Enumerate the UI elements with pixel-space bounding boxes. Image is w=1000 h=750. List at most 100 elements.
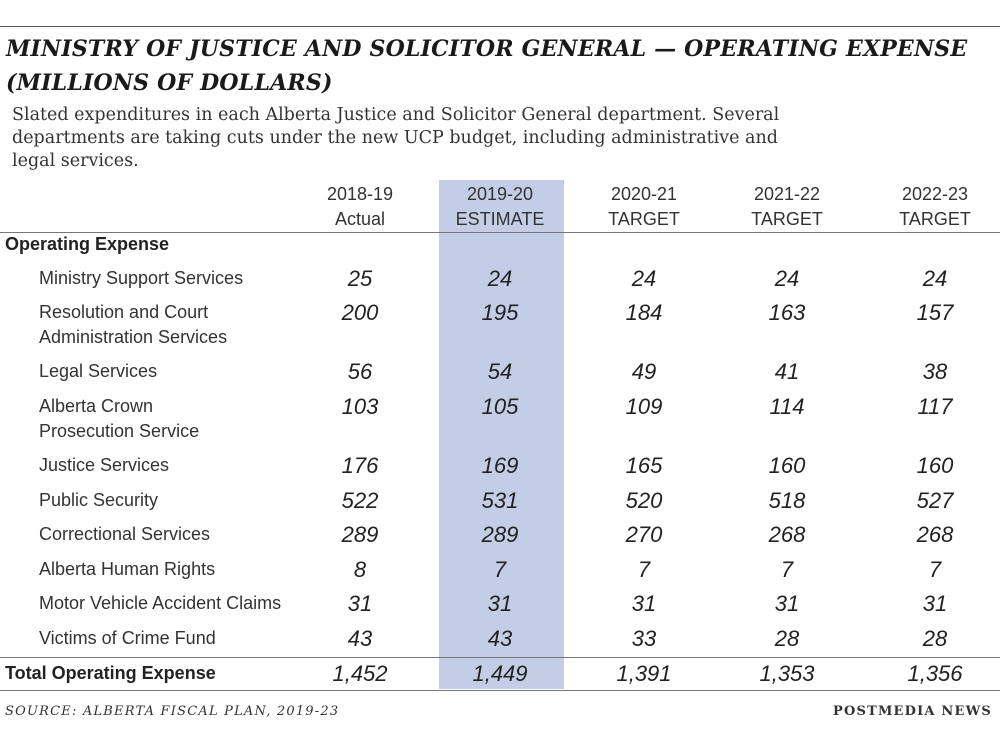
table-cell: 184 [625, 300, 663, 325]
table-cell: 520 [625, 488, 663, 513]
subtitle-line-2: departments are taking cuts under the ne… [12, 128, 778, 148]
row-label: Alberta Crown Prosecution Service [39, 394, 199, 444]
table-cell: 105 [481, 394, 519, 419]
table-cell: 527 [916, 488, 954, 513]
chart-subtitle: Slated expenditures in each Alberta Just… [12, 104, 972, 173]
header-rule [0, 232, 1000, 233]
table-cell: 7 [493, 557, 507, 582]
table-cell: 163 [768, 300, 806, 325]
estimate-column-highlight [439, 180, 564, 689]
row-label-line-1: Motor Vehicle Accident Claims [39, 593, 282, 613]
total-rule-bottom [0, 690, 1000, 691]
table-cell: 24 [487, 266, 513, 291]
title-line-1: MINISTRY OF JUSTICE AND SOLICITOR GENERA… [6, 36, 968, 62]
column-kind: TARGET [608, 209, 680, 229]
table-cell: 38 [922, 359, 948, 384]
table-cell: 103 [341, 394, 379, 419]
table-cell: 114 [769, 394, 805, 419]
row-label: Justice Services [39, 453, 169, 478]
table-cell: 43 [487, 626, 513, 651]
row-label-line-2: Administration Services [39, 327, 228, 347]
total-cell: 1,356 [907, 661, 963, 686]
chart-title: MINISTRY OF JUSTICE AND SOLICITOR GENERA… [6, 32, 996, 100]
table-cell: 268 [916, 522, 954, 547]
table-cell: 165 [625, 453, 663, 478]
column-kind: TARGET [899, 209, 971, 229]
total-cell: 1,449 [472, 661, 528, 686]
table-cell: 28 [774, 626, 800, 651]
row-label: Ministry Support Services [39, 266, 243, 291]
table-cell: 56 [347, 359, 373, 384]
section-label: Operating Expense [5, 234, 170, 254]
table-cell: 7 [637, 557, 651, 582]
column-header-1: 2019-20 ESTIMATE [430, 182, 570, 232]
table-cell: 28 [922, 626, 948, 651]
table-cell: 31 [922, 591, 948, 616]
table-cell: 24 [922, 266, 948, 291]
table-cell: 109 [625, 394, 663, 419]
row-label-line-1: Resolution and Court [39, 302, 209, 322]
table-cell: 289 [481, 522, 519, 547]
column-header-0: 2018-19 Actual [290, 182, 430, 232]
total-cell: 1,353 [759, 661, 815, 686]
row-label-line-2: Prosecution Service [39, 421, 200, 441]
column-year: 2020-21 [610, 184, 678, 204]
table-cell: 160 [916, 453, 954, 478]
table-cell: 195 [481, 300, 519, 325]
table-cell: 25 [347, 266, 373, 291]
row-label: Public Security [39, 488, 158, 513]
table-cell: 518 [768, 488, 806, 513]
column-kind: TARGET [751, 209, 823, 229]
column-header-2: 2020-21 TARGET [574, 182, 714, 232]
table-cell: 200 [341, 300, 379, 325]
column-kind: Actual [334, 209, 386, 229]
row-label-line-1: Ministry Support Services [39, 268, 244, 288]
row-label-line-1: Justice Services [39, 455, 170, 475]
column-year: 2019-20 [466, 184, 534, 204]
table-cell: 531 [481, 488, 519, 513]
table-cell: 24 [774, 266, 800, 291]
row-label-line-1: Correctional Services [39, 524, 211, 544]
total-cell: 1,452 [332, 661, 388, 686]
table-cell: 289 [341, 522, 379, 547]
table-cell: 31 [774, 591, 800, 616]
column-header-3: 2021-22 TARGET [717, 182, 857, 232]
table-cell: 160 [768, 453, 806, 478]
table-cell: 8 [353, 557, 367, 582]
table-cell: 41 [774, 359, 800, 384]
table-cell: 31 [631, 591, 657, 616]
subtitle-line-3: legal services. [12, 151, 139, 171]
table-cell: 31 [487, 591, 513, 616]
source-note: SOURCE: ALBERTA FISCAL PLAN, 2019-23 [5, 704, 340, 719]
table-cell: 270 [625, 522, 663, 547]
row-label: Alberta Human Rights [39, 557, 215, 582]
row-label: Resolution and Court Administration Servi… [39, 300, 227, 350]
table-cell: 117 [917, 394, 953, 419]
row-label-line-1: Legal Services [39, 361, 158, 381]
table-cell: 43 [347, 626, 373, 651]
total-label: Total Operating Expense [5, 663, 216, 683]
table-cell: 7 [928, 557, 942, 582]
row-label-line-1: Victims of Crime Fund [39, 628, 216, 648]
total-cell: 1,391 [616, 661, 672, 686]
row-label: Victims of Crime Fund [39, 626, 216, 651]
table-cell: 157 [916, 300, 954, 325]
table-cell: 169 [481, 453, 519, 478]
total-rule-top [0, 657, 1000, 658]
row-label: Motor Vehicle Accident Claims [39, 591, 281, 616]
table-cell: 268 [768, 522, 806, 547]
table-cell: 522 [341, 488, 379, 513]
column-kind: ESTIMATE [455, 209, 545, 229]
row-label-line-1: Alberta Human Rights [39, 559, 216, 579]
column-year: 2022-23 [901, 184, 969, 204]
credit-note: POSTMEDIA NEWS [832, 704, 992, 719]
top-rule [0, 26, 1000, 27]
table-cell: 54 [487, 359, 513, 384]
row-label: Legal Services [39, 359, 157, 384]
row-label: Correctional Services [39, 522, 210, 547]
title-line-2: (MILLIONS OF DOLLARS) [6, 70, 333, 96]
table-cell: 7 [780, 557, 794, 582]
table-cell: 33 [631, 626, 657, 651]
column-header-4: 2022-23 TARGET [865, 182, 1000, 232]
table-cell: 49 [631, 359, 657, 384]
